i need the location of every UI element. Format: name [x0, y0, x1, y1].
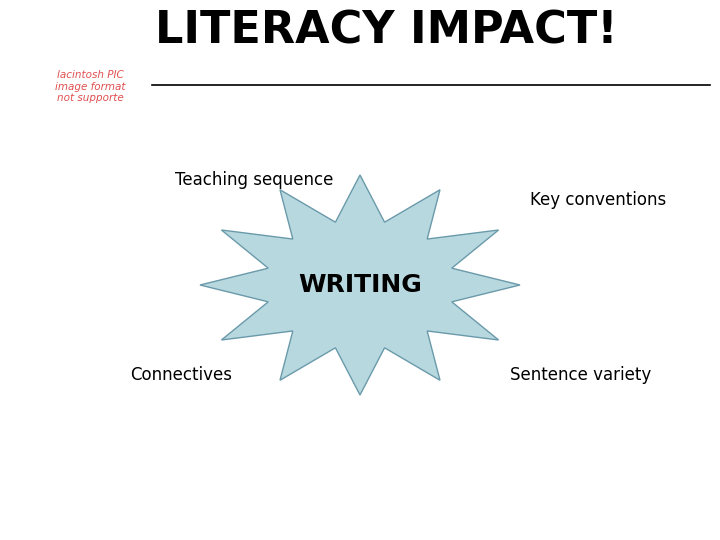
Text: Sentence variety: Sentence variety [510, 366, 652, 384]
Text: Teaching sequence: Teaching sequence [175, 171, 333, 189]
Polygon shape [200, 175, 520, 395]
Text: Connectives: Connectives [130, 366, 232, 384]
Text: WRITING: WRITING [298, 273, 422, 297]
Text: LITERACY IMPACT!: LITERACY IMPACT! [155, 9, 618, 52]
Text: Key conventions: Key conventions [530, 191, 666, 209]
Text: lacintosh PIC
image format
not supporte: lacintosh PIC image format not supporte [55, 70, 125, 103]
